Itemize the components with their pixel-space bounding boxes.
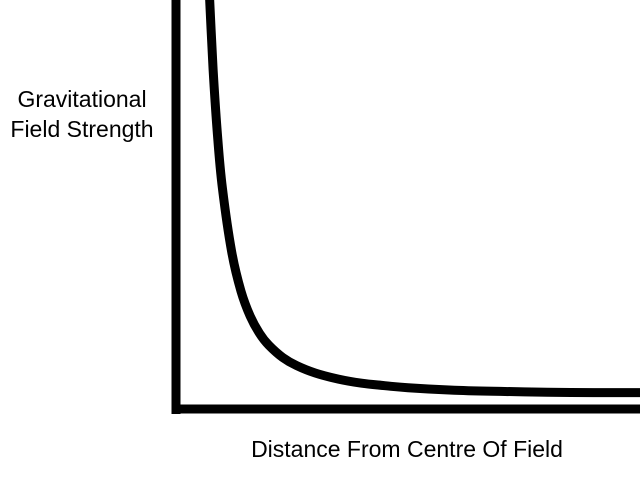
series-line xyxy=(205,0,640,398)
x-axis-label: Distance From Centre Of Field xyxy=(251,436,563,462)
y-axis-label-line-1: Gravitational xyxy=(17,86,146,112)
y-axis-label-line-2: Field Strength xyxy=(10,116,153,142)
